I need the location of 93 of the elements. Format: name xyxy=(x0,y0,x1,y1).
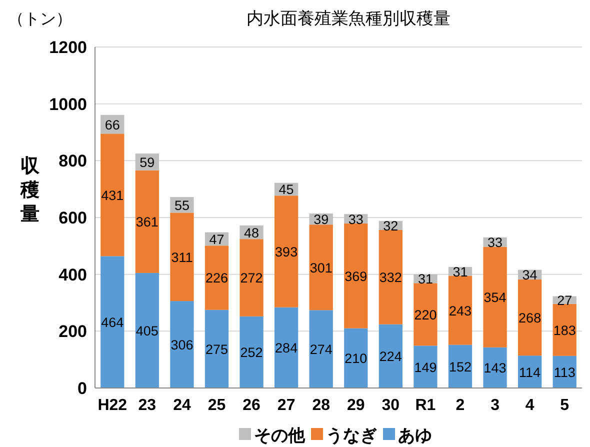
data-label: 311 xyxy=(171,250,193,265)
data-label: 354 xyxy=(484,290,507,306)
y-tick-label: 0 xyxy=(78,379,87,398)
data-label: 332 xyxy=(379,270,402,286)
data-label: 143 xyxy=(484,360,506,376)
bar xyxy=(170,301,194,388)
bar xyxy=(309,310,333,388)
data-label: 39 xyxy=(314,212,329,228)
x-tick-label: R1 xyxy=(415,397,436,414)
x-tick-label: 25 xyxy=(208,397,226,414)
data-label: 113 xyxy=(554,364,576,380)
bar xyxy=(552,304,576,356)
data-label: 275 xyxy=(205,342,228,357)
chart-title: 内水面養殖業魚種別収穫量 xyxy=(246,9,450,28)
data-label: 66 xyxy=(104,117,120,132)
bar xyxy=(414,346,438,388)
bar xyxy=(344,328,368,388)
data-label: 33 xyxy=(348,212,364,227)
y-tick-label: 1000 xyxy=(49,94,87,114)
bar xyxy=(483,246,507,348)
y-tick-label: 800 xyxy=(58,152,87,171)
y-axis-title: 収穫量 xyxy=(20,155,40,225)
data-label: 152 xyxy=(448,359,472,374)
data-label: 369 xyxy=(344,268,368,284)
data-label: 393 xyxy=(275,244,298,260)
x-tick-label: 2 xyxy=(456,397,465,414)
x-tick-label: 26 xyxy=(242,397,261,414)
data-label: 220 xyxy=(414,307,437,322)
bar xyxy=(204,246,229,310)
bar xyxy=(100,256,124,388)
data-label: 47 xyxy=(209,232,224,247)
legend-label: あゆ xyxy=(398,426,432,445)
y-tick-label: 400 xyxy=(58,265,87,284)
bar xyxy=(378,230,403,324)
y-tick-label: 200 xyxy=(58,322,87,342)
data-label: 405 xyxy=(136,323,158,338)
bar xyxy=(274,307,298,388)
x-tick-label: 3 xyxy=(490,397,500,414)
data-label: 301 xyxy=(310,260,332,276)
bar xyxy=(378,324,403,388)
bar xyxy=(414,283,438,346)
x-tick-label: 23 xyxy=(138,397,156,414)
y-tick-label: 1200 xyxy=(49,38,87,57)
y-tick-label: 600 xyxy=(58,208,87,228)
data-label: 243 xyxy=(448,303,472,318)
bar xyxy=(135,170,160,273)
text: （トン） xyxy=(8,11,72,28)
data-label: 274 xyxy=(310,342,333,358)
data-label: 224 xyxy=(379,349,402,364)
x-tick-label: 24 xyxy=(173,397,191,414)
x-tick-label: 4 xyxy=(525,397,534,414)
data-label: 32 xyxy=(383,218,398,234)
bar xyxy=(204,310,229,388)
data-label: 149 xyxy=(414,360,437,375)
data-label: 252 xyxy=(240,345,263,360)
data-label: 431 xyxy=(101,188,124,203)
bar xyxy=(135,272,160,388)
data-label: 464 xyxy=(101,315,124,330)
legend-label: うなぎ xyxy=(326,426,377,445)
bar xyxy=(309,224,333,310)
bar xyxy=(170,212,194,302)
data-label: 48 xyxy=(244,225,260,240)
data-label: 210 xyxy=(344,351,368,366)
bar xyxy=(100,134,124,256)
data-label: 183 xyxy=(553,322,576,338)
data-label: 268 xyxy=(518,310,542,326)
data-label: 34 xyxy=(522,268,538,283)
data-label: 31 xyxy=(418,272,433,287)
data-label: 284 xyxy=(275,340,298,356)
legend-label: その他 xyxy=(254,426,306,445)
data-label: 45 xyxy=(278,182,294,198)
data-label: 306 xyxy=(170,338,194,353)
data-label: 55 xyxy=(174,198,190,213)
bar xyxy=(518,279,542,356)
data-label: 59 xyxy=(140,154,155,170)
data-label: 31 xyxy=(452,264,468,280)
x-tick-label: 27 xyxy=(277,397,296,414)
bar xyxy=(240,316,264,388)
bar xyxy=(240,239,264,316)
data-label: 272 xyxy=(240,270,263,286)
x-tick-label: 30 xyxy=(382,397,400,414)
data-label: 226 xyxy=(205,270,228,286)
bar xyxy=(483,347,507,388)
data-label: 114 xyxy=(519,364,542,380)
x-tick-label: 28 xyxy=(312,397,330,414)
data-label: 33 xyxy=(488,235,503,250)
bar xyxy=(274,196,298,308)
data-label: 361 xyxy=(136,214,158,230)
bar xyxy=(448,276,472,345)
bar xyxy=(344,223,368,328)
x-tick-label: 29 xyxy=(346,397,365,414)
x-tick-label: H22 xyxy=(98,397,128,414)
x-tick-label: 5 xyxy=(560,397,570,414)
